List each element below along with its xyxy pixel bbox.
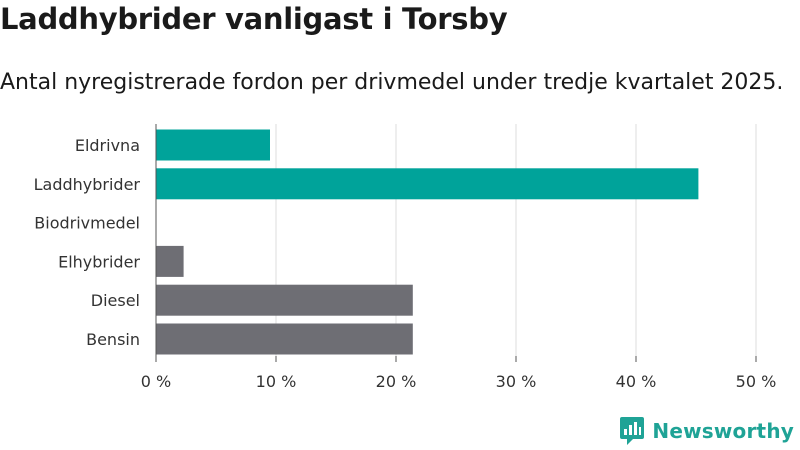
bar <box>156 168 699 200</box>
x-tick-label: 10 % <box>256 372 297 391</box>
x-tick-label: 20 % <box>376 372 417 391</box>
chart-subtitle: Antal nyregistrerade fordon per drivmede… <box>0 70 784 95</box>
x-tick-label: 50 % <box>736 372 777 391</box>
x-tick-label: 0 % <box>141 372 171 391</box>
category-label: Elhybrider <box>58 252 140 271</box>
category-label: Bensin <box>86 330 140 349</box>
category-label: Laddhybrider <box>34 175 141 194</box>
bar <box>156 129 270 161</box>
brand-name: Newsworthy <box>652 419 794 443</box>
x-tick-label: 30 % <box>496 372 537 391</box>
category-label: Diesel <box>91 291 140 310</box>
bar <box>156 245 184 277</box>
bar <box>156 284 413 316</box>
bar <box>156 323 413 355</box>
category-label: Biodrivmedel <box>34 214 140 233</box>
chart-title: Laddhybrider vanligast i Torsby <box>0 2 508 36</box>
newsworthy-chart-logo-icon <box>620 417 645 445</box>
newsworthy-logo: Newsworthy <box>619 416 794 446</box>
x-tick-label: 40 % <box>616 372 657 391</box>
category-label: Eldrivna <box>75 136 140 155</box>
